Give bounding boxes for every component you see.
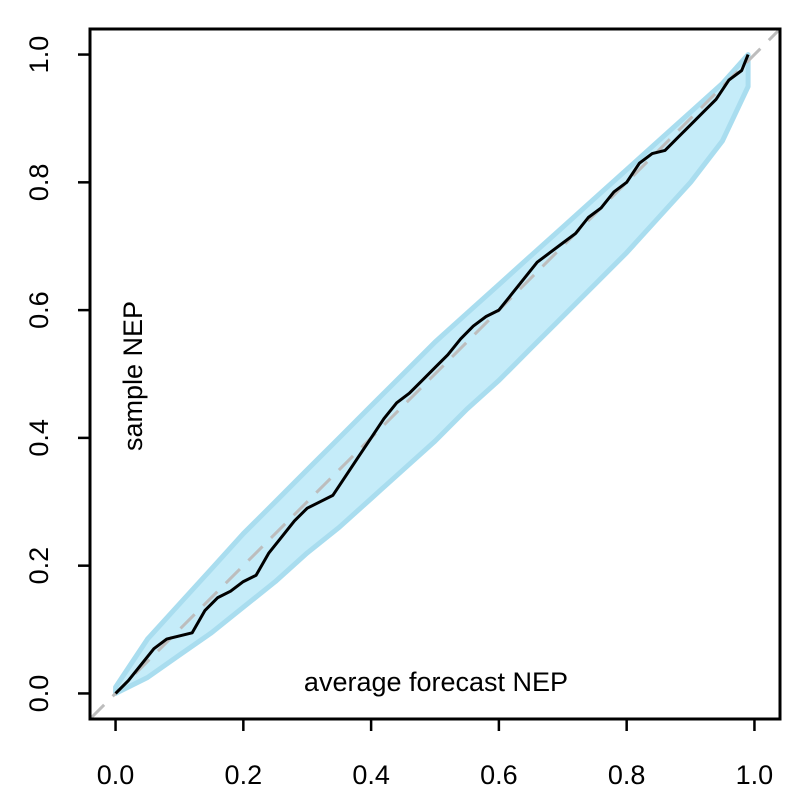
series-line-0 [114, 54, 750, 695]
series-layer [114, 54, 750, 695]
x-axis-label: average forecast NEP [304, 667, 568, 697]
reference-line-layer [88, 27, 782, 721]
y-tick-label: 1.0 [24, 36, 54, 74]
x-tick-label: 0.8 [608, 760, 646, 790]
x-tick-label: 0.4 [352, 760, 390, 790]
y-tick-label: 0.0 [24, 675, 54, 713]
x-tick-label: 0.2 [225, 760, 263, 790]
y-tick-label: 0.2 [24, 547, 54, 585]
x-axis: 0.0 0.2 0.4 0.6 0.8 1.0 [97, 717, 774, 790]
y-axis: 0.0 0.2 0.4 0.6 0.8 1.0 [24, 36, 92, 713]
x-tick-label: 0.6 [480, 760, 518, 790]
y-axis-label: sample NEP [118, 301, 148, 451]
y-tick-label: 0.8 [24, 164, 54, 202]
x-tick-label: 0.0 [97, 760, 135, 790]
identity-reference-line [88, 27, 782, 721]
x-tick-label: 1.0 [736, 760, 774, 790]
y-tick-label: 0.4 [24, 419, 54, 457]
y-tick-label: 0.6 [24, 291, 54, 329]
